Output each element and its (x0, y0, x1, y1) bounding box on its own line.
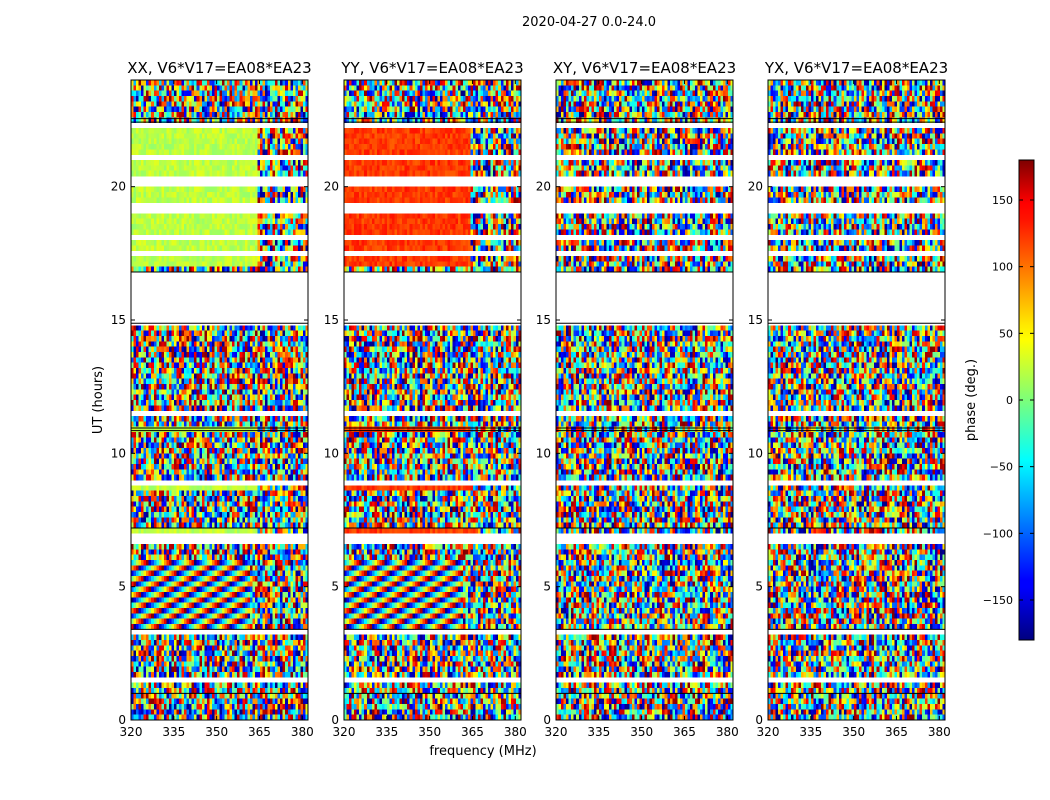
x-tick-label: 350 (630, 725, 653, 739)
phase-heatmap (131, 80, 308, 720)
y-tick-label: 5 (755, 580, 763, 594)
x-tick-label: 350 (418, 725, 441, 739)
panel-title: XX, V6*V17=EA08*EA23 (127, 59, 311, 77)
x-tick-label: 365 (248, 725, 271, 739)
x-tick-label: 320 (120, 725, 143, 739)
x-tick-label: 380 (504, 725, 527, 739)
colorbar-tick-label: 0 (1006, 394, 1013, 407)
x-tick-label: 335 (799, 725, 822, 739)
y-tick-label: 15 (324, 313, 339, 327)
y-tick-label: 10 (111, 446, 126, 460)
phase-heatmap (768, 80, 945, 720)
y-tick-label: 20 (324, 180, 339, 194)
panels: XX, V6*V17=EA08*EA23 320 335 350 365 380 0 5 10 1… (111, 59, 951, 739)
y-tick-label: 15 (536, 313, 551, 327)
panel-title: XY, V6*V17=EA08*EA23 (553, 59, 736, 77)
colorbar-tick-label: 100 (992, 261, 1013, 274)
y-tick-label: 20 (111, 180, 126, 194)
x-tick-label: 320 (545, 725, 568, 739)
colorbar-tick-label: 150 (992, 194, 1013, 207)
y-tick-label: 10 (324, 446, 339, 460)
y-tick-label: 10 (536, 446, 551, 460)
y-tick-label: 15 (111, 313, 126, 327)
x-tick-label: 365 (673, 725, 696, 739)
panel-xy: XY, V6*V17=EA08*EA23 320 335 350 365 380 0 5 10 1… (536, 59, 739, 739)
x-tick-label: 350 (205, 725, 228, 739)
y-tick-label: 0 (118, 713, 126, 727)
x-tick-label: 365 (461, 725, 484, 739)
x-axis-label: frequency (MHz) (429, 744, 536, 759)
y-tick-label: 5 (543, 580, 551, 594)
x-tick-label: 380 (928, 725, 951, 739)
y-tick-label: 0 (543, 713, 551, 727)
y-tick-label: 5 (331, 580, 339, 594)
x-tick-label: 335 (375, 725, 398, 739)
x-tick-label: 380 (291, 725, 314, 739)
colorbar: −150 −100 −50 0 50 100 150 phase (deg.) (964, 160, 1034, 640)
y-tick-label: 10 (748, 446, 763, 460)
panel-xx: XX, V6*V17=EA08*EA23 320 335 350 365 380 0 5 10 1… (111, 59, 314, 739)
colorbar-tick-label: −100 (983, 527, 1013, 540)
phase-heatmap (556, 80, 733, 720)
y-tick-label: 20 (536, 180, 551, 194)
x-tick-label: 335 (587, 725, 610, 739)
panel-yy: YY, V6*V17=EA08*EA23 320 335 350 365 380 0 5 10 1… (324, 59, 527, 739)
colorbar-tick-label: −50 (990, 461, 1013, 474)
figure-suptitle: 2020-04-27 0.0-24.0 (522, 15, 656, 30)
x-tick-label: 320 (333, 725, 356, 739)
y-tick-label: 0 (755, 713, 763, 727)
y-tick-label: 20 (748, 180, 763, 194)
y-tick-label: 0 (331, 713, 339, 727)
panel-title: YX, V6*V17=EA08*EA23 (764, 59, 948, 77)
y-tick-label: 5 (118, 580, 126, 594)
x-tick-label: 335 (162, 725, 185, 739)
x-tick-label: 380 (716, 725, 739, 739)
colorbar-label: phase (deg.) (964, 359, 979, 441)
x-tick-label: 350 (842, 725, 865, 739)
colorbar-tick-label: −150 (983, 594, 1013, 607)
colorbar-tick-label: 50 (999, 327, 1013, 340)
x-tick-label: 365 (885, 725, 908, 739)
x-tick-label: 320 (757, 725, 780, 739)
y-tick-label: 15 (748, 313, 763, 327)
y-axis-label: UT (hours) (91, 366, 106, 434)
panel-yx: YX, V6*V17=EA08*EA23 320 335 350 365 380 0 5 10 1… (748, 59, 951, 739)
panel-title: YY, V6*V17=EA08*EA23 (340, 59, 523, 77)
phase-heatmap (344, 80, 521, 720)
